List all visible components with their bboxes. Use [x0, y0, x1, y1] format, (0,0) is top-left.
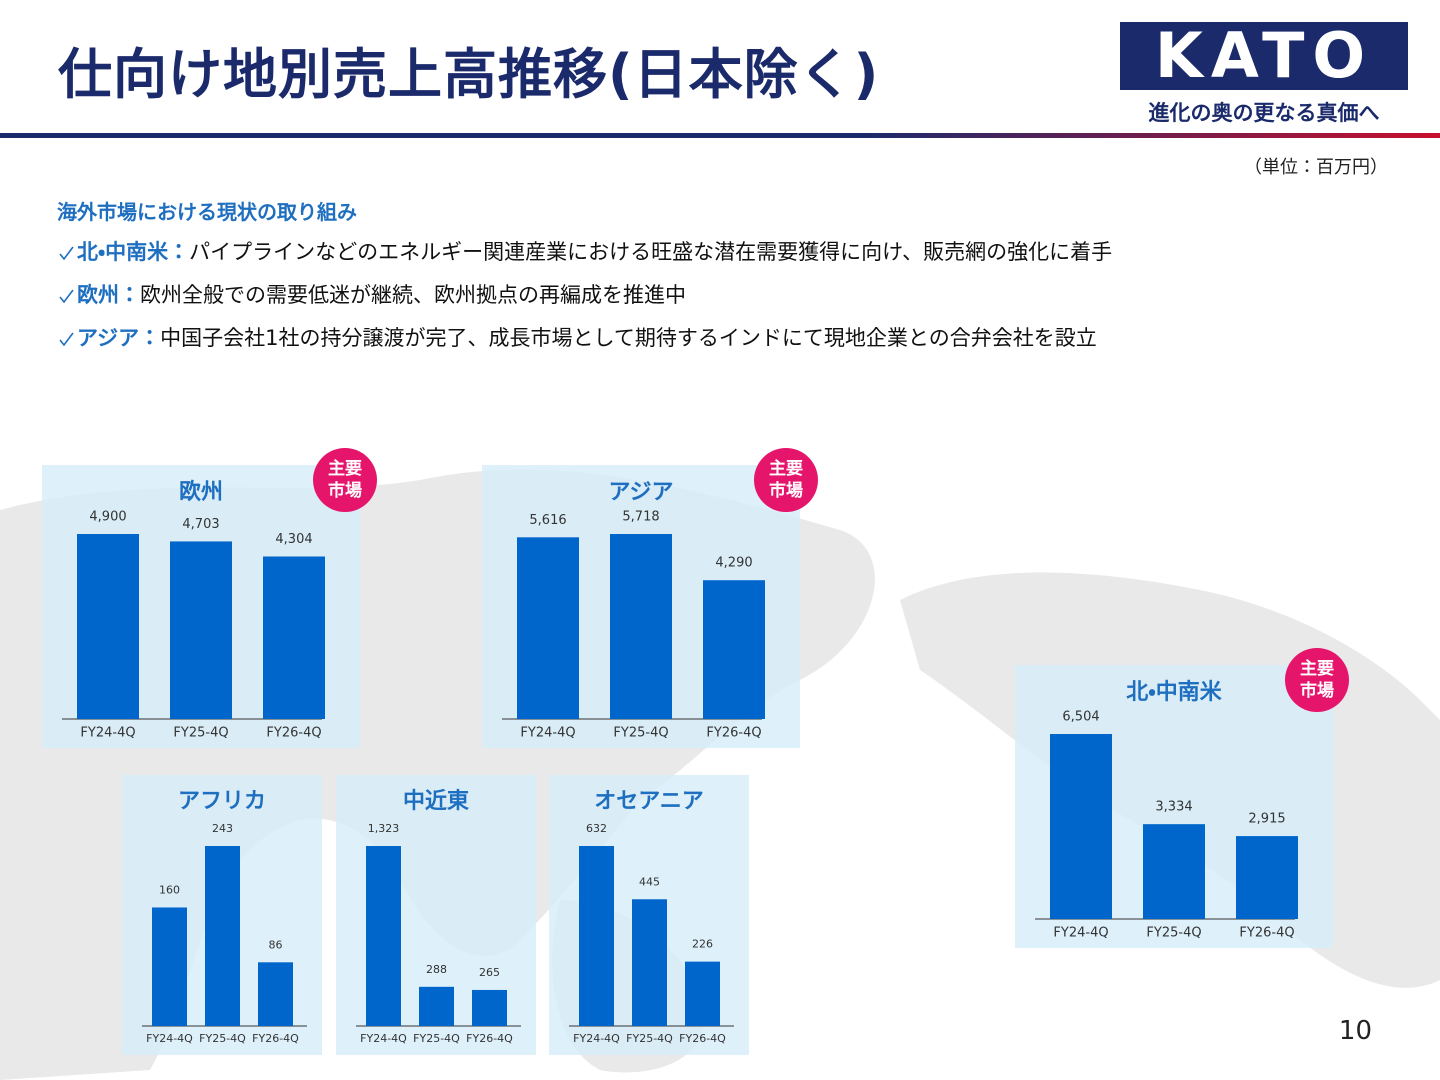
bar	[170, 541, 232, 719]
value-label: 5,718	[622, 510, 659, 525]
chart-panel: 欧州 4,900 FY24-4Q 4,703 FY25-4Q 4,304 FY26-4Q 主要…	[42, 448, 377, 748]
bar	[1236, 836, 1298, 919]
chart-panel: 中近東 1,323 FY24-4Q 288 FY25-4Q 265 FY26-4Q	[336, 775, 536, 1055]
check-mark	[59, 289, 74, 304]
value-label: 226	[692, 938, 713, 951]
chart-title: 北・中南米	[1126, 680, 1222, 705]
check-icon	[59, 289, 74, 304]
value-label: 5,616	[529, 513, 566, 528]
x-tick-label: FY26-4Q	[466, 1032, 513, 1045]
value-label: 4,290	[715, 556, 752, 571]
x-tick-label: FY24-4Q	[573, 1032, 620, 1045]
value-label: 6,504	[1062, 710, 1099, 725]
bar	[685, 961, 720, 1026]
x-tick-label: FY24-4Q	[1053, 926, 1108, 941]
chart-title: アジア	[608, 480, 673, 505]
bar	[419, 986, 454, 1026]
value-label: 243	[212, 822, 233, 835]
value-label: 160	[159, 883, 180, 896]
x-tick-label: FY25-4Q	[413, 1032, 460, 1045]
slide-title: 仕向け地別売上高推移(日本除く)	[58, 43, 880, 106]
chart-title: アフリカ	[178, 789, 266, 814]
header-rule	[0, 133, 1440, 138]
bullet-label: アジア：	[77, 326, 161, 350]
bar	[366, 846, 401, 1026]
bar	[579, 846, 614, 1026]
check-mark	[59, 332, 74, 347]
x-tick-label: FY25-4Q	[613, 726, 668, 741]
value-label: 265	[479, 966, 500, 979]
x-tick-label: FY26-4Q	[252, 1032, 299, 1045]
tagline: 進化の奥の更なる真価へ	[1148, 100, 1380, 125]
chart: アジア 5,616 FY24-4Q 5,718 FY25-4Q 4,290 FY26-4Q	[502, 480, 765, 741]
chart-panel: オセアニア 632 FY24-4Q 445 FY25-4Q 226 FY26-4Q	[549, 775, 749, 1055]
x-tick-label: FY25-4Q	[199, 1032, 246, 1045]
bullet-text: 欧州全般での需要低迷が継続、欧州拠点の再編成を推進中	[140, 283, 686, 307]
value-label: 3,334	[1155, 800, 1192, 815]
value-label: 4,900	[89, 510, 126, 525]
bar	[703, 580, 765, 719]
bullet-label: 北・中南米：	[77, 240, 190, 264]
x-tick-label: FY25-4Q	[626, 1032, 673, 1045]
bar	[205, 846, 240, 1026]
bullet: アジア：中国子会社1社の持分譲渡が完了、成長市場として期待するインドにて現地企業…	[58, 322, 1097, 352]
value-label: 1,323	[368, 822, 400, 835]
market-badge: 主要市場	[1285, 648, 1349, 712]
x-tick-label: FY26-4Q	[1239, 926, 1294, 941]
unit-note: （単位：百万円）	[1244, 157, 1388, 178]
bullet: 欧州：欧州全般での需要低迷が継続、欧州拠点の再編成を推進中	[58, 279, 686, 309]
bar	[517, 537, 579, 719]
chart: 欧州 4,900 FY24-4Q 4,703 FY25-4Q 4,304 FY26-4Q	[62, 479, 325, 741]
chart: オセアニア 632 FY24-4Q 445 FY25-4Q 226 FY26-4Q	[569, 789, 734, 1045]
value-label: 86	[269, 938, 283, 951]
chart-panel: アフリカ 160 FY24-4Q 243 FY25-4Q 86 FY26-4Q	[122, 775, 322, 1055]
check-mark	[59, 246, 74, 261]
chart-title: 中近東	[403, 789, 469, 814]
x-tick-label: FY24-4Q	[80, 726, 135, 741]
bullet: 北・中南米：パイプラインなどのエネルギー関連産業における旺盛な潜在需要獲得に向け…	[58, 236, 1112, 266]
bar	[1143, 824, 1205, 919]
market-badge: 主要市場	[754, 448, 818, 512]
bar	[632, 899, 667, 1026]
bar	[263, 556, 325, 719]
value-label: 445	[639, 875, 660, 888]
value-label: 2,915	[1248, 812, 1285, 827]
value-label: 632	[586, 822, 607, 835]
market-badge: 主要市場	[313, 448, 377, 512]
bar	[1050, 734, 1112, 919]
x-tick-label: FY24-4Q	[146, 1032, 193, 1045]
x-tick-label: FY25-4Q	[173, 726, 228, 741]
bar	[152, 907, 187, 1026]
x-tick-label: FY26-4Q	[266, 726, 321, 741]
chart-panel: アジア 5,616 FY24-4Q 5,718 FY25-4Q 4,290 FY26-4Q 主…	[482, 448, 818, 748]
x-tick-label: FY26-4Q	[706, 726, 761, 741]
value-label: 4,304	[275, 532, 312, 547]
check-icon	[59, 246, 74, 261]
chart: アフリカ 160 FY24-4Q 243 FY25-4Q 86 FY26-4Q	[142, 789, 307, 1045]
bar	[258, 962, 293, 1026]
chart-title: 欧州	[179, 479, 223, 505]
x-tick-label: FY24-4Q	[520, 726, 575, 741]
bullet-text: パイプラインなどのエネルギー関連産業における旺盛な潜在需要獲得に向け、販売網の強…	[189, 240, 1113, 264]
x-tick-label: FY26-4Q	[679, 1032, 726, 1045]
x-tick-label: FY24-4Q	[360, 1032, 407, 1045]
section-heading: 海外市場における現状の取り組み	[57, 200, 357, 224]
value-label: 4,703	[182, 517, 219, 532]
value-label: 288	[426, 963, 447, 976]
logo: KATO	[1120, 22, 1408, 90]
page-number: 10	[1338, 1016, 1372, 1046]
x-tick-label: FY25-4Q	[1146, 926, 1201, 941]
chart-title: オセアニア	[594, 789, 704, 814]
bar	[610, 534, 672, 719]
bar	[472, 989, 507, 1026]
bullet-text: 中国子会社1社の持分譲渡が完了、成長市場として期待するインドにて現地企業との合弁…	[160, 326, 1097, 350]
chart: 北・中南米 6,504 FY24-4Q 3,334 FY25-4Q 2,915 FY26-4…	[1035, 680, 1298, 941]
chart-panel: 北・中南米 6,504 FY24-4Q 3,334 FY25-4Q 2,915 FY26-4…	[1015, 648, 1349, 948]
check-icon	[59, 332, 74, 347]
bullet-label: 欧州：	[77, 283, 140, 307]
bar	[77, 534, 139, 719]
